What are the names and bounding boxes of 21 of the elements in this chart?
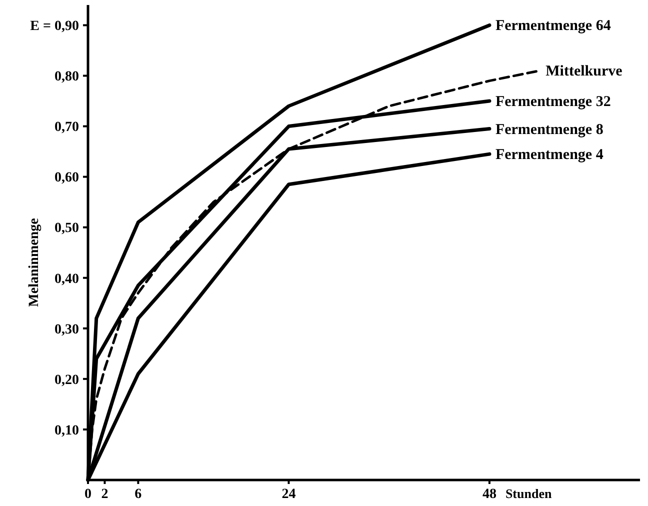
y-tick-label: 0,20	[54, 372, 79, 388]
series-label: Fermentmenge 4	[495, 147, 604, 164]
y-tick-label: E = 0,90	[30, 19, 79, 34]
y-tick-label: 0,30	[54, 322, 79, 338]
y-tick-label: 0,40	[54, 272, 79, 287]
y-tick-label: 0,80	[54, 70, 79, 85]
y-tick-label: 0,60	[54, 170, 79, 186]
series-label: Fermentmenge 8	[495, 122, 604, 138]
x-tick-label: 6	[134, 487, 142, 502]
y-tick-label: 0,50	[54, 221, 79, 236]
series-label: Fermentmenge 32	[495, 94, 611, 110]
x-tick-label: 48	[482, 487, 496, 502]
x-tick-label: 2	[101, 487, 108, 502]
x-tick-label: 0	[84, 487, 92, 502]
series-label: Mittelkurve	[546, 64, 623, 80]
y-tick-label: 0,70	[54, 120, 79, 136]
series-label: Fermentmenge 64	[495, 18, 612, 34]
y-axis-title: Melaninmenge	[27, 218, 42, 307]
x-axis-title: Stunden	[505, 486, 552, 501]
y-tick-label: 0,10	[54, 423, 79, 438]
x-tick-label: 24	[282, 487, 296, 502]
